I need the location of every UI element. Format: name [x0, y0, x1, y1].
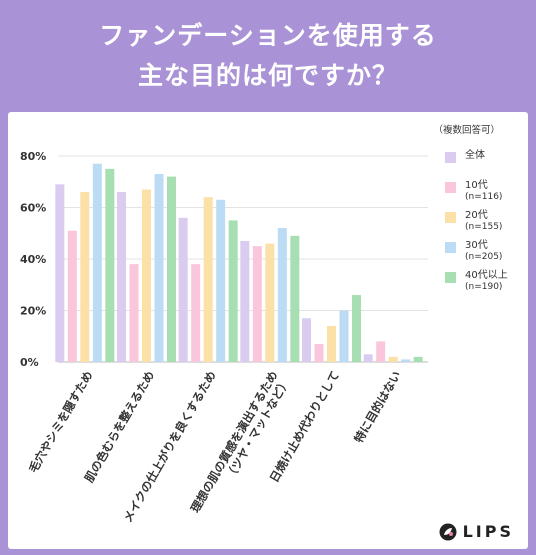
- brand-logo: LIPS: [439, 522, 514, 541]
- legend-sample-size: (n=116): [465, 192, 503, 202]
- bar: [277, 228, 287, 362]
- chart-panel: 0% 20% 40% 60% 80% 毛穴やシミを隠すため 肌の色むらを整えるため メイクの仕…: [8, 112, 528, 549]
- bar: [240, 240, 250, 362]
- legend-sample-size: (n=190): [465, 282, 503, 292]
- legend-sample-size: (n=205): [465, 252, 503, 262]
- bar: [363, 354, 373, 362]
- x-tick-label: 肌の色むらを整えるため: [82, 369, 157, 485]
- legend-swatch: [445, 212, 456, 223]
- bar: [401, 359, 411, 362]
- bar: [388, 356, 398, 362]
- bar: [117, 192, 126, 362]
- legend-series-name: 全体: [465, 150, 485, 161]
- chart-header: ファンデーションを使用する 主な目的は何ですか？: [0, 0, 536, 112]
- chart-legend: 全体 10代 (n=116) 20代 (n=155) 30代 (n=205) 40代以上 (n=…: [445, 150, 508, 300]
- legend-series-name: 10代: [465, 180, 488, 191]
- y-tick-label: 0%: [20, 356, 39, 369]
- bar: [191, 264, 201, 362]
- legend-swatch: [445, 182, 456, 193]
- bar: [252, 246, 262, 362]
- bar: [327, 325, 336, 362]
- bar: [67, 230, 77, 362]
- bar: [92, 163, 102, 362]
- legend-text: 10代 (n=116): [465, 180, 502, 203]
- legend-text: 全体: [465, 150, 485, 162]
- legend-text: 20代 (n=155): [465, 210, 502, 233]
- bar: [302, 318, 311, 362]
- bar: [129, 264, 139, 362]
- legend-item: 20代 (n=155): [445, 210, 508, 240]
- title-line-2: 主な目的は何ですか？: [137, 61, 398, 90]
- legend-swatch: [445, 242, 456, 253]
- y-tick-label: 40%: [20, 253, 46, 266]
- legend-swatch: [445, 272, 456, 283]
- legend-series-name: 30代: [465, 240, 488, 251]
- legend-text: 30代 (n=205): [465, 240, 502, 263]
- x-tick-label-line: 特に目的はない: [351, 369, 403, 446]
- brand-flower-icon: [439, 523, 457, 540]
- bar: [154, 174, 164, 362]
- y-tick-label: 20%: [20, 305, 46, 318]
- bar: [178, 217, 188, 362]
- bar: [203, 197, 213, 362]
- legend-item: 10代 (n=116): [445, 180, 508, 210]
- legend-item: 全体: [445, 150, 508, 180]
- y-tick-label: 80%: [20, 150, 46, 163]
- bar-chart: 0%20%40%60%80%毛穴やシミを隠すため肌の色むらを整えるためメイクの仕…: [20, 150, 428, 525]
- x-tick-label-line: 肌の色むらを整えるため: [82, 369, 157, 485]
- bar: [216, 199, 226, 362]
- bar: [314, 343, 324, 362]
- bar: [413, 356, 423, 362]
- bar: [290, 235, 300, 362]
- bar: [228, 220, 238, 362]
- title-line-1: ファンデーションを使用する: [99, 21, 437, 50]
- bar: [376, 341, 386, 362]
- bar: [339, 310, 349, 362]
- x-tick-label-line: 毛穴やシミを隠すため: [26, 369, 96, 476]
- bar: [80, 192, 90, 362]
- legend-item: 30代 (n=205): [445, 240, 508, 270]
- bar: [352, 295, 361, 362]
- bar: [105, 168, 115, 362]
- legend-series-name: 40代以上: [465, 270, 508, 281]
- x-tick-label: 特に目的はない: [351, 369, 403, 446]
- legend-text: 40代以上 (n=190): [465, 270, 508, 293]
- legend-series-name: 20代: [465, 210, 488, 221]
- legend-item: 40代以上 (n=190): [445, 270, 508, 300]
- brand-name: LIPS: [462, 522, 514, 541]
- x-tick-label: 毛穴やシミを隠すため: [26, 369, 96, 476]
- multiple-answers-note: （複数回答可）: [433, 125, 500, 136]
- bar: [55, 184, 65, 362]
- bar: [142, 189, 151, 362]
- bar: [167, 176, 176, 362]
- legend-sample-size: (n=155): [465, 222, 503, 232]
- bar: [265, 243, 275, 362]
- legend-swatch: [445, 152, 456, 163]
- y-tick-label: 60%: [20, 202, 46, 215]
